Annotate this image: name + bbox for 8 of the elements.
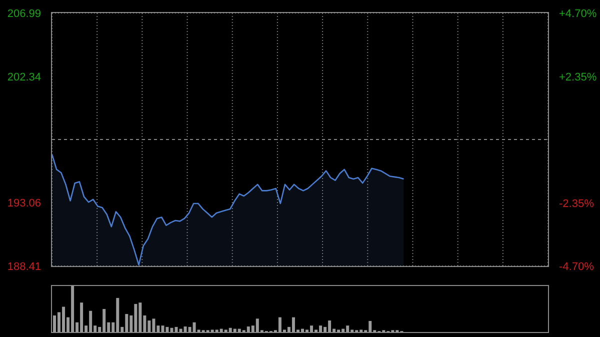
y2-tick-label: -2.35%	[559, 198, 594, 210]
y2-tick-label: +2.35%	[559, 71, 597, 84]
y-tick-label: 202.34	[7, 71, 41, 84]
y2-tick-label: -4.70%	[559, 261, 594, 273]
y-tick-label: 193.06	[7, 198, 41, 210]
y2-tick-label: +4.70%	[559, 8, 597, 20]
y-tick-label: 206.99	[7, 8, 41, 20]
y-tick-label: 188.41	[7, 261, 41, 273]
